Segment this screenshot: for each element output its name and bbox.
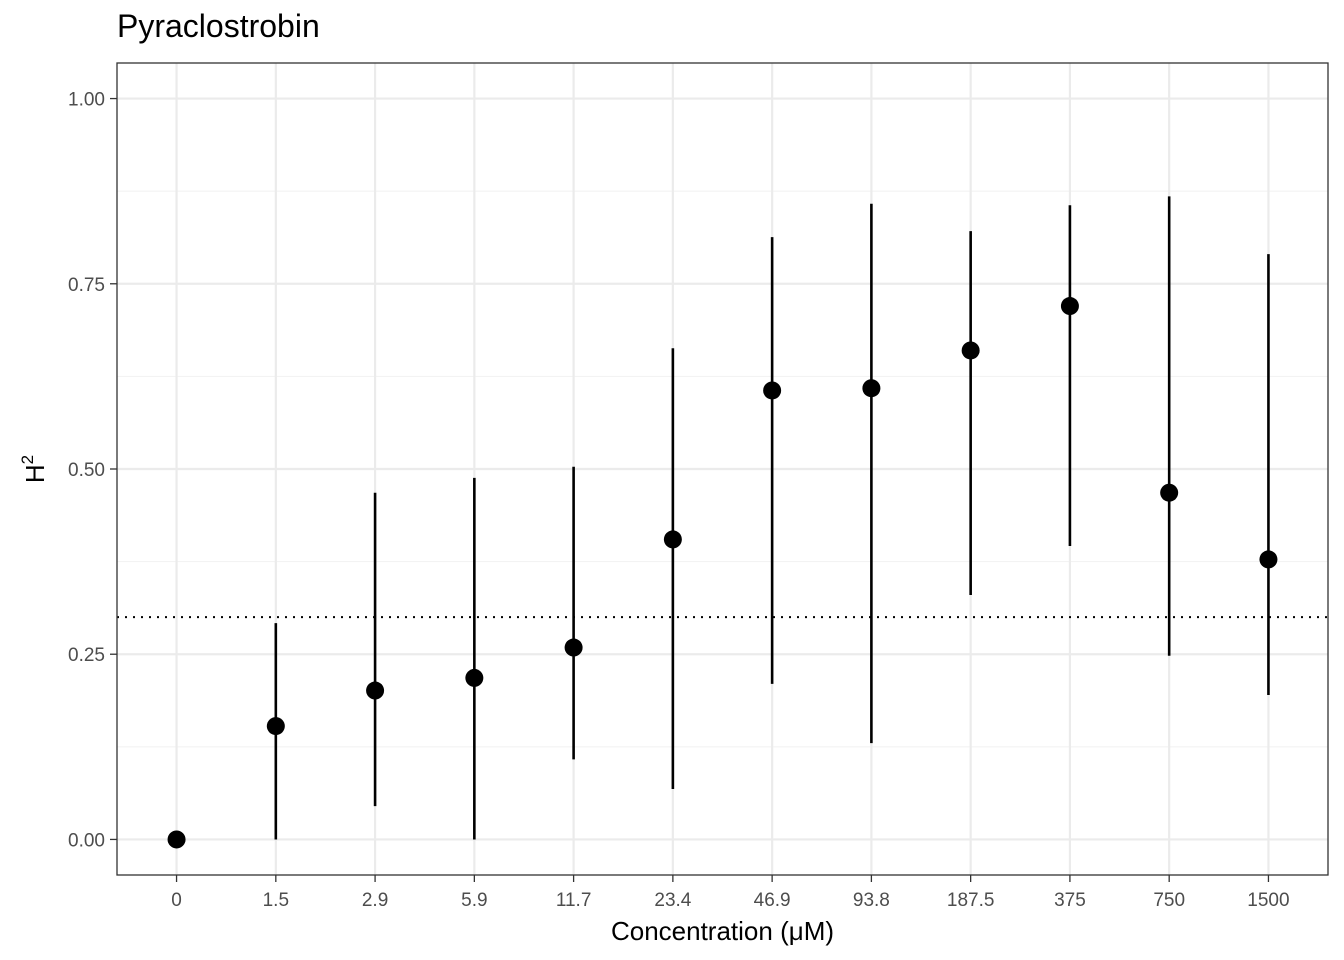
x-tick-label: 1500 — [1247, 890, 1289, 911]
y-tick-label: 0.00 — [68, 830, 105, 851]
data-point — [663, 530, 682, 549]
x-tick-label: 5.9 — [461, 890, 487, 911]
data-point — [266, 717, 285, 736]
y-tick-label: 1.00 — [68, 90, 105, 111]
x-axis-title: Concentration (μM) — [611, 916, 834, 946]
data-point — [1259, 550, 1278, 569]
x-tick-label: 750 — [1153, 890, 1185, 911]
y-axis-title: H2 — [18, 455, 50, 483]
data-point — [862, 379, 881, 398]
x-tick-label: 187.5 — [947, 890, 995, 911]
y-tick-label: 0.25 — [68, 645, 105, 666]
data-point — [1060, 297, 1079, 316]
error-bars-layer — [274, 196, 1270, 840]
x-tick-label: 93.8 — [853, 890, 890, 911]
data-point — [961, 341, 980, 360]
data-point — [564, 638, 583, 657]
x-tick-label: 46.9 — [754, 890, 791, 911]
x-tick-label: 23.4 — [654, 890, 691, 911]
data-point — [763, 381, 782, 400]
x-axis: 0 1.5 2.9 5.9 11.7 23.4 46.9 93.8 187.5 375 750 150… — [171, 875, 1290, 911]
data-point — [465, 668, 484, 687]
grid-layer — [117, 63, 1328, 875]
y-tick-label: 0.75 — [68, 275, 105, 296]
y-axis-title-base: H — [20, 464, 50, 483]
x-tick-label: 1.5 — [263, 890, 289, 911]
x-tick-label: 375 — [1054, 890, 1086, 911]
data-point — [366, 681, 385, 700]
chart-title: Pyraclostrobin — [117, 8, 320, 44]
x-tick-label: 11.7 — [556, 890, 592, 911]
y-axis: 0.00 0.25 0.50 0.75 1.00 — [68, 90, 117, 851]
points-layer — [167, 297, 1278, 849]
data-point — [167, 830, 186, 849]
x-tick-label: 2.9 — [362, 890, 388, 911]
y-axis-title-superscript: 2 — [18, 455, 37, 464]
y-tick-label: 0.50 — [68, 460, 105, 481]
data-point — [1160, 483, 1179, 502]
x-tick-label: 0 — [171, 890, 182, 911]
